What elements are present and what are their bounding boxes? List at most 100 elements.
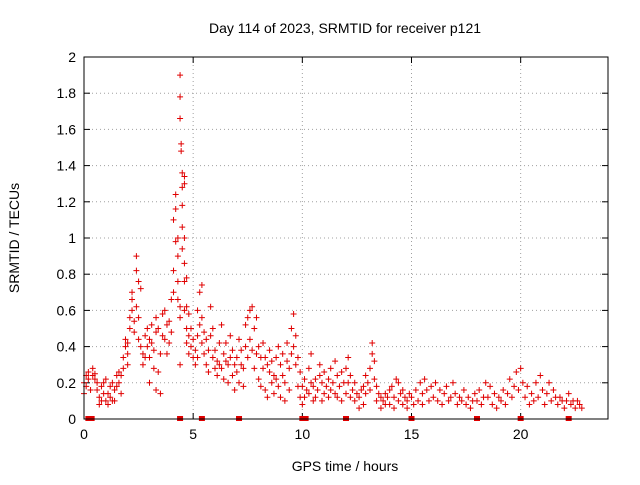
data-point [554, 401, 561, 408]
data-point [124, 339, 131, 346]
data-point [209, 325, 216, 332]
data-point [391, 394, 398, 401]
data-point [181, 173, 188, 180]
data-point [417, 379, 424, 386]
data-point [194, 307, 201, 314]
data-point [567, 401, 574, 408]
data-point [539, 387, 546, 394]
data-point [185, 350, 192, 357]
data-point [384, 394, 391, 401]
data-point [299, 383, 306, 390]
chart-title: Day 114 of 2023, SRMTID for receiver p12… [209, 20, 481, 36]
y-tick-label: 1 [68, 230, 76, 246]
data-point [203, 336, 210, 343]
data-point [207, 332, 214, 339]
data-point [543, 390, 550, 397]
data-point [170, 216, 177, 223]
data-point [96, 401, 103, 408]
data-point [318, 397, 325, 404]
data-point [144, 343, 151, 350]
data-point [196, 321, 203, 328]
data-point [500, 387, 507, 394]
data-point [222, 358, 229, 365]
data-point [159, 332, 166, 339]
data-point [318, 379, 325, 386]
data-point [404, 405, 411, 412]
data-point [260, 365, 267, 372]
data-point [214, 358, 221, 365]
data-point [242, 343, 249, 350]
data-point [270, 372, 277, 379]
data-point [428, 383, 435, 390]
data-point [338, 368, 345, 375]
data-point [126, 325, 133, 332]
data-point [222, 339, 229, 346]
data-point [220, 376, 227, 383]
data-point [347, 372, 354, 379]
grid-lines [84, 57, 608, 419]
data-point [212, 347, 218, 354]
data-point [310, 383, 317, 390]
data-point [179, 184, 186, 191]
data-point [449, 379, 456, 386]
data-point [360, 383, 367, 390]
data-point [395, 379, 402, 386]
data-point [522, 394, 529, 401]
data-point [441, 390, 448, 397]
data-point [373, 383, 380, 390]
data-point [185, 332, 192, 339]
data-point [148, 321, 155, 328]
data-point [109, 379, 116, 386]
data-point [181, 180, 188, 187]
data-point [122, 343, 129, 350]
data-point [284, 339, 291, 346]
data-point [207, 303, 214, 310]
data-point [508, 394, 515, 401]
data-point [181, 235, 188, 241]
data-point [118, 372, 125, 379]
data-point [214, 372, 221, 379]
data-point [139, 361, 146, 368]
data-point [535, 394, 542, 401]
data-point [139, 350, 146, 357]
data-point [229, 372, 236, 379]
data-point [179, 245, 186, 252]
data-point [168, 329, 175, 336]
data-point [172, 206, 179, 213]
data-point [362, 390, 369, 397]
data-point [353, 390, 360, 397]
data-point [406, 390, 413, 397]
data-point [308, 350, 315, 357]
data-point [351, 379, 358, 386]
data-point [177, 72, 184, 79]
data-point [395, 397, 402, 404]
data-point [364, 379, 371, 386]
data-point [170, 289, 177, 296]
data-point [177, 361, 184, 368]
data-point [218, 321, 225, 328]
data-point [546, 379, 553, 386]
data-point [519, 379, 526, 386]
data-point [419, 390, 426, 397]
data-point [253, 314, 260, 321]
data-point [305, 365, 312, 372]
data-point [198, 282, 205, 289]
data-point [550, 387, 557, 394]
data-point [244, 314, 251, 321]
data-point [262, 354, 269, 361]
data-point [386, 387, 393, 394]
data-point [102, 376, 109, 383]
data-point [107, 394, 114, 401]
data-point [255, 343, 262, 350]
data-point [356, 394, 363, 401]
data-point [419, 401, 426, 408]
data-point [218, 365, 225, 372]
data-point [172, 238, 179, 245]
data-point [303, 387, 310, 394]
data-point [369, 350, 376, 357]
data-point [279, 350, 286, 357]
data-point [129, 307, 136, 314]
data-point [240, 383, 247, 390]
